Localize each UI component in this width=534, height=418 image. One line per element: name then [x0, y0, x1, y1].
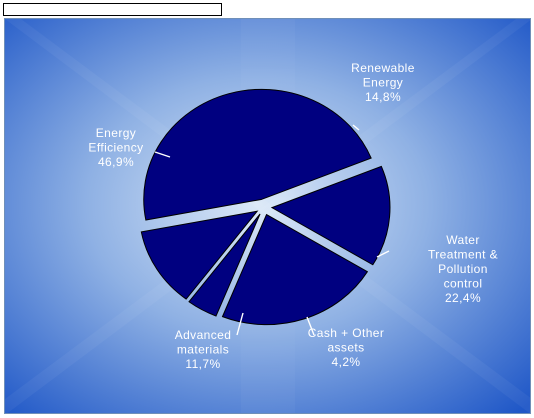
slice-label-line: Water: [446, 233, 480, 247]
slice-value-5: 46,9%: [98, 155, 134, 169]
slice-value-2: 22,4%: [445, 291, 481, 305]
leader-line-4: [236, 312, 244, 336]
slice-label-1: Renewable Energy 14,8%: [351, 61, 415, 104]
slice-label-line: assets: [327, 341, 364, 355]
pie-slice-5: [143, 88, 372, 221]
pie-chart-panel: Renewable Energy 14,8% Water Treatment & Poll…: [4, 18, 531, 414]
slice-label-line: Cash + Other: [308, 326, 385, 340]
slice-value-3: 4,2%: [332, 355, 361, 369]
header-bar: [3, 3, 222, 16]
pie-slice-2: [221, 213, 369, 326]
slice-label-line: Energy: [363, 76, 403, 90]
leader-line-2: [376, 250, 390, 258]
slices-group: [140, 88, 391, 326]
slice-label-line: Energy: [96, 126, 136, 140]
slice-label-line: Efficiency: [88, 141, 143, 155]
slice-label-line: materials: [177, 343, 229, 357]
slice-label-3: Cash + Other assets 4,2%: [308, 326, 385, 369]
labels-group: Renewable Energy 14,8%Water Treatment & Poll…: [88, 61, 498, 371]
slice-label-4: Advanced materials 11,7%: [175, 328, 232, 371]
slice-label-line: Pollution: [438, 262, 488, 276]
leader-line-3: [306, 316, 315, 336]
slice-value-1: 14,8%: [365, 90, 401, 104]
pie-slice-4: [140, 210, 259, 300]
slice-label-line: Advanced: [175, 328, 232, 342]
leader-lines-group: [154, 124, 390, 336]
pie-chart: Renewable Energy 14,8%Water Treatment & Poll…: [5, 19, 530, 413]
slice-label-line: Treatment &: [428, 248, 498, 262]
slice-label-line: control: [444, 277, 483, 291]
leader-line-1: [352, 124, 360, 131]
leader-line-5: [154, 151, 171, 158]
slice-label-line: Renewable: [351, 61, 415, 75]
slice-value-4: 11,7%: [185, 357, 220, 371]
pie-slice-1: [270, 165, 391, 266]
slice-label-5: Energy Efficiency 46,9%: [88, 126, 143, 169]
pie-slice-3: [188, 213, 261, 317]
slice-label-2: Water Treatment & Pollution control 22,4%: [428, 233, 498, 305]
